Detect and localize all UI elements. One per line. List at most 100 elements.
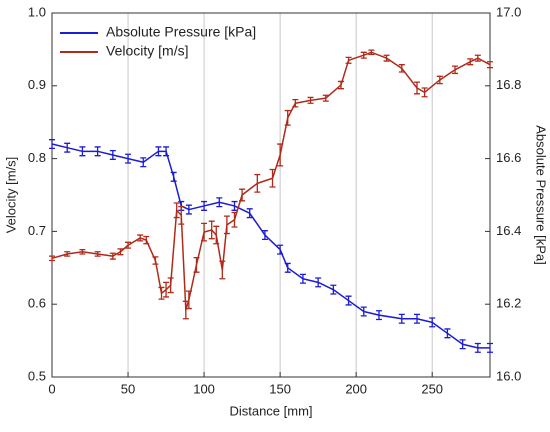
error-bar — [125, 153, 132, 164]
series-line — [51, 143, 490, 349]
error-bar — [109, 149, 116, 160]
error-bar — [284, 109, 291, 126]
error-bar — [269, 168, 276, 188]
y2-tick-label: 16.2 — [496, 296, 521, 311]
plot-frame — [51, 12, 491, 378]
y-tick-label: 0.6 — [28, 296, 46, 311]
x-tick-label: 150 — [269, 381, 291, 396]
error-bar — [143, 235, 150, 245]
error-bar — [140, 157, 147, 168]
y2-axis-label: Absolute Pressure [kPa] — [534, 125, 549, 264]
error-bar — [137, 234, 144, 242]
x-tick-label: 200 — [345, 381, 367, 396]
error-bar — [398, 313, 405, 324]
error-bar — [345, 56, 352, 64]
y-tick-label: 0.9 — [28, 77, 46, 92]
error-bar — [414, 81, 420, 95]
error-bar — [163, 281, 170, 298]
error-bar — [414, 313, 420, 324]
error-bar — [64, 142, 71, 153]
error-bar — [213, 225, 220, 245]
error-bar — [487, 342, 493, 353]
error-bar — [173, 202, 180, 219]
error-bar — [219, 260, 226, 280]
error-bar — [299, 273, 306, 284]
error-bar — [368, 49, 375, 56]
error-bar — [360, 51, 367, 59]
error-bar — [231, 211, 238, 228]
error-bar — [201, 200, 208, 211]
error-bar — [421, 87, 428, 98]
error-bar — [49, 139, 55, 150]
error-bar — [474, 54, 481, 62]
error-bar — [383, 54, 390, 62]
error-bar — [398, 64, 405, 73]
error-bar — [360, 306, 367, 317]
y-tick-label: 1.0 — [28, 4, 46, 19]
error-bar — [307, 96, 314, 104]
error-bar — [322, 94, 329, 102]
error-bar — [94, 251, 101, 257]
error-bar — [152, 256, 159, 265]
error-bar — [444, 328, 451, 339]
x-axis-label: Distance [mm] — [229, 403, 312, 418]
error-bar — [125, 241, 132, 249]
error-bar — [94, 146, 101, 157]
error-bar — [467, 58, 474, 66]
x-tick-label: 100 — [193, 381, 215, 396]
x-tick-label: 0 — [48, 381, 55, 396]
error-bar — [223, 215, 230, 235]
error-bar — [292, 98, 299, 108]
error-bar — [170, 171, 177, 182]
error-bar — [429, 317, 436, 328]
error-bar — [452, 65, 459, 75]
error-bar — [284, 262, 291, 273]
y-tick-label: 0.5 — [28, 368, 46, 383]
legend-label: Absolute Pressure [kPa] — [106, 24, 256, 40]
y2-tick-label: 16.6 — [496, 150, 521, 165]
error-bar — [459, 339, 466, 350]
y2-tick-label: 16.4 — [496, 223, 521, 238]
x-tick-label: 50 — [121, 381, 135, 396]
error-bar — [185, 204, 192, 215]
error-bar — [330, 284, 337, 295]
error-bar — [231, 200, 238, 211]
error-bar — [277, 143, 284, 167]
y-tick-label: 0.7 — [28, 223, 46, 238]
error-bar — [201, 222, 208, 242]
error-bar — [182, 300, 189, 320]
y2-tick-label: 16.8 — [496, 77, 521, 92]
error-bar — [261, 230, 268, 241]
error-bar — [487, 61, 493, 69]
error-bar — [79, 248, 86, 255]
error-bar — [436, 75, 443, 85]
error-bar — [49, 255, 55, 262]
error-bar — [315, 277, 322, 288]
y2-tick-label: 17.0 — [496, 4, 521, 19]
error-bar — [178, 205, 185, 225]
error-bar — [474, 342, 481, 353]
error-bar — [239, 188, 246, 202]
error-bar — [64, 251, 71, 257]
error-bar — [345, 295, 352, 306]
error-bar — [337, 80, 344, 90]
error-bar — [193, 256, 200, 273]
y2-tick-label: 16.0 — [496, 368, 521, 383]
error-bar — [155, 146, 162, 157]
error-bar — [185, 290, 192, 310]
error-bar — [246, 208, 253, 219]
error-bar — [375, 310, 382, 321]
error-bar — [216, 197, 223, 208]
error-bar — [163, 146, 170, 157]
error-bar — [277, 244, 284, 255]
error-bar — [109, 252, 116, 260]
error-bar — [158, 286, 165, 300]
y-tick-label: 0.8 — [28, 150, 46, 165]
x-tick-label: 250 — [421, 381, 443, 396]
error-bar — [254, 173, 261, 193]
error-bar — [79, 146, 86, 157]
error-bar — [117, 248, 124, 256]
error-bar — [167, 277, 174, 294]
legend-label: Velocity [m/s] — [106, 43, 188, 59]
